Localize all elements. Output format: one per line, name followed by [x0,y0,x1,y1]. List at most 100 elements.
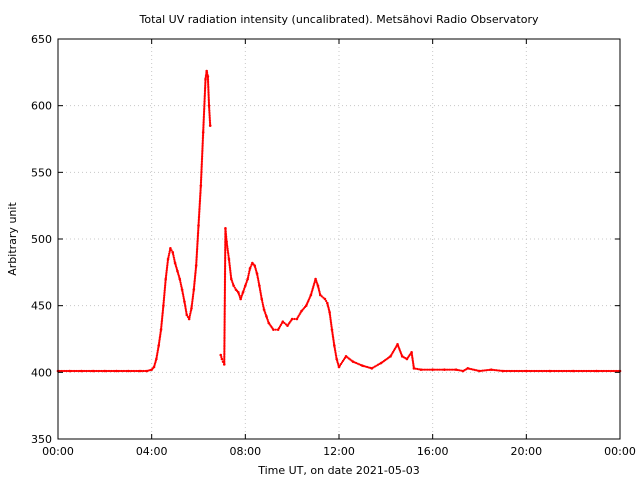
data-point [582,369,585,373]
data-point [164,276,168,279]
data-point [513,369,516,373]
data-point [115,369,118,373]
data-point [162,304,165,307]
data-point [144,369,147,373]
data-point [223,336,226,339]
data-point [161,317,164,320]
data-point [194,264,198,267]
data-point [223,289,226,292]
data-point [223,347,226,350]
data-point [191,297,194,300]
data-point [122,369,125,373]
data-point [229,267,232,271]
data-point [223,280,227,283]
data-point [281,320,285,323]
data-point [179,281,182,284]
data-point [163,287,166,291]
data-point [76,369,80,373]
data-point [161,312,164,315]
data-point [328,312,331,316]
data-point [197,216,201,219]
data-point [201,145,204,148]
data-point [223,350,226,353]
data-point [138,369,142,373]
data-point [223,283,227,286]
data-point [438,368,441,371]
data-point [75,369,78,373]
data-point [200,157,204,160]
data-point [223,323,226,326]
data-point [223,334,226,337]
data-point [135,369,138,373]
data-point [279,323,283,326]
data-point [184,305,187,308]
data-point [439,368,443,371]
data-point [197,221,200,224]
data-point [185,310,188,313]
data-point [237,292,240,296]
data-point [195,253,198,256]
data-point [223,278,227,281]
data-point [608,369,612,373]
data-point [261,299,264,302]
data-point [163,291,166,294]
x-tick-label: 12:00 [323,445,355,458]
data-point [200,173,203,176]
data-point [164,284,167,287]
data-point [203,106,206,110]
data-point [228,262,231,266]
data-point [433,368,436,371]
data-point [172,256,176,259]
data-point [182,297,185,300]
data-point [58,369,61,373]
x-tick-label: 16:00 [417,445,449,458]
data-point [97,369,100,373]
data-point [325,299,328,303]
data-point [202,128,205,131]
data-point [223,275,227,278]
data-point [187,317,191,321]
data-point [333,346,336,349]
data-point [65,369,68,373]
data-point [199,187,202,190]
data-point [68,369,72,373]
data-point [198,208,201,211]
data-point [204,84,207,87]
data-point [223,361,226,364]
data-point [528,369,531,373]
data-point [179,279,182,282]
data-point [247,274,250,277]
data-point [120,369,123,373]
y-tick-label: 550 [31,166,52,179]
data-point [224,249,227,252]
data-point [226,245,229,248]
data-point [423,368,426,371]
data-point [200,158,204,161]
data-point [168,252,171,255]
data-point [223,355,226,358]
data-point [330,323,333,326]
data-point [506,369,510,373]
data-point [551,369,555,373]
data-point [470,367,473,371]
data-point [132,369,135,373]
x-tick-label: 08:00 [229,445,261,458]
data-point [223,337,226,340]
data-point [555,369,558,373]
data-point [223,304,226,307]
data-point [202,116,205,119]
data-point [563,369,566,373]
data-point [577,369,580,373]
data-point [225,235,228,238]
data-point [70,369,73,373]
data-point [329,318,332,321]
data-point [568,369,571,373]
data-point [162,299,165,302]
data-point [223,308,226,312]
data-point [208,116,211,119]
data-point [227,252,230,255]
data-point [436,368,439,371]
data-point [205,71,209,74]
data-point [501,369,505,373]
data-point [203,102,206,105]
